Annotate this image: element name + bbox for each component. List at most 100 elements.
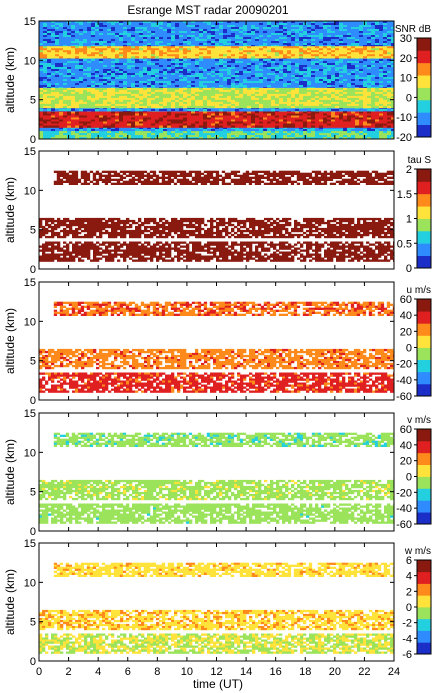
heatmap-cell <box>107 21 112 24</box>
heatmap-cell <box>75 75 80 78</box>
heatmap-cell <box>383 73 388 76</box>
heatmap-cell <box>59 67 64 70</box>
heatmap-cell <box>231 63 236 66</box>
heatmap-cell <box>43 83 48 86</box>
heatmap-cell <box>95 73 100 76</box>
heatmap-cell <box>195 69 200 72</box>
heatmap-cell <box>379 73 384 76</box>
heatmap-cell <box>59 37 64 40</box>
heatmap-cell <box>271 39 276 42</box>
heatmap-cell <box>203 83 208 86</box>
heatmap-cell <box>179 71 184 74</box>
heatmap-cell <box>311 83 316 86</box>
heatmap-cell <box>131 21 136 24</box>
heatmap-cell <box>283 23 288 26</box>
heatmap-cell <box>219 129 224 132</box>
heatmap-cell <box>367 129 372 132</box>
heatmap-cell <box>115 77 120 80</box>
heatmap-cell <box>87 31 92 34</box>
heatmap-cell <box>315 83 320 86</box>
heatmap-cell <box>123 71 128 74</box>
heatmap-cell <box>343 33 348 36</box>
heatmap-cell <box>71 109 76 112</box>
heatmap-cell <box>207 75 212 78</box>
heatmap-cell <box>47 41 52 44</box>
heatmap-cell <box>323 43 328 46</box>
heatmap-cell <box>235 59 240 62</box>
heatmap-cell <box>275 45 280 48</box>
heatmap-cell <box>335 45 340 48</box>
heatmap-cell <box>259 31 264 34</box>
heatmap-cell <box>235 75 240 78</box>
heatmap-cell <box>319 59 324 62</box>
heatmap-cell <box>95 23 100 26</box>
heatmap-cell <box>295 129 300 132</box>
heatmap-cell <box>211 29 216 32</box>
heatmap-cell <box>339 67 344 70</box>
heatmap-cell <box>267 83 272 86</box>
heatmap-cell <box>239 127 244 130</box>
heatmap-cell <box>111 21 116 24</box>
heatmap-cell <box>67 29 72 32</box>
heatmap-cell <box>267 37 272 40</box>
heatmap-cell <box>203 25 208 28</box>
heatmap-cell <box>263 31 268 34</box>
heatmap-cell <box>111 61 116 64</box>
heatmap-cell <box>203 23 208 26</box>
heatmap-cell <box>39 127 44 130</box>
heatmap-cell <box>95 21 100 24</box>
heatmap-cell <box>383 65 388 68</box>
heatmap-cell <box>311 41 316 44</box>
heatmap-cell <box>143 71 148 74</box>
heatmap-cell <box>383 35 388 38</box>
heatmap-cell <box>211 83 216 86</box>
heatmap-cell <box>323 27 328 30</box>
heatmap-cell <box>379 59 384 62</box>
heatmap-cell <box>307 21 312 24</box>
heatmap-cell <box>155 25 160 28</box>
heatmap-cell <box>299 21 304 24</box>
heatmap-cell <box>303 75 308 78</box>
heatmap-cell <box>315 33 320 36</box>
heatmap-cell <box>203 129 208 132</box>
heatmap-cell <box>347 79 352 82</box>
heatmap-cell <box>147 37 152 40</box>
heatmap-cell <box>347 109 352 112</box>
heatmap-cell <box>287 45 292 48</box>
heatmap-cell <box>311 65 316 68</box>
heatmap-cell <box>75 127 80 130</box>
heatmap-cell <box>171 59 176 62</box>
heatmap-cell <box>67 33 72 36</box>
heatmap-cell <box>271 41 276 44</box>
heatmap-cell <box>339 35 344 38</box>
heatmap-cell <box>219 67 224 70</box>
heatmap-cell <box>331 41 336 44</box>
heatmap-cell <box>99 33 104 36</box>
heatmap-cell <box>199 41 204 44</box>
heatmap-cell <box>339 127 344 130</box>
heatmap-cell <box>215 79 220 82</box>
heatmap-cell <box>335 129 340 132</box>
heatmap-cell <box>175 71 180 74</box>
heatmap-cell <box>187 71 192 74</box>
heatmap-cell <box>103 81 108 84</box>
heatmap-cell <box>283 29 288 32</box>
heatmap-cell <box>279 63 284 66</box>
heatmap-cell <box>295 43 300 46</box>
heatmap-cell <box>327 39 332 42</box>
heatmap-cell <box>75 85 80 88</box>
heatmap-cell <box>359 21 364 24</box>
heatmap-cell <box>87 29 92 32</box>
heatmap-cell <box>383 31 388 34</box>
heatmap-cell <box>87 73 92 76</box>
heatmap-cell <box>279 41 284 44</box>
heatmap-cell <box>251 71 256 74</box>
heatmap-cell <box>127 77 132 80</box>
heatmap-cell <box>187 59 192 62</box>
heatmap-cell <box>115 31 120 34</box>
heatmap-cell <box>91 31 96 34</box>
heatmap-cell <box>171 27 176 30</box>
heatmap-cell <box>291 37 296 40</box>
heatmap-cell <box>271 45 276 48</box>
heatmap-cell <box>135 127 140 130</box>
